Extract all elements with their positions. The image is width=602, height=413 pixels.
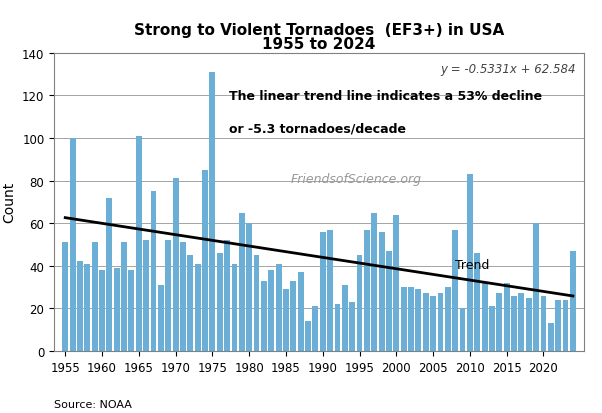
Bar bbox=[356, 256, 362, 351]
Bar bbox=[533, 223, 539, 351]
Bar bbox=[84, 264, 90, 351]
Bar bbox=[467, 175, 473, 351]
Bar bbox=[563, 300, 568, 351]
Text: FriendsofScience.org: FriendsofScience.org bbox=[291, 172, 421, 185]
Bar bbox=[430, 296, 436, 351]
Bar bbox=[99, 271, 105, 351]
Bar bbox=[570, 251, 576, 351]
Bar bbox=[438, 294, 444, 351]
Bar bbox=[482, 283, 488, 351]
Bar bbox=[92, 243, 98, 351]
Bar bbox=[239, 213, 245, 351]
Bar bbox=[143, 241, 149, 351]
Bar bbox=[62, 243, 68, 351]
Bar bbox=[166, 241, 171, 351]
Bar bbox=[415, 290, 421, 351]
Bar bbox=[217, 253, 223, 351]
Bar bbox=[232, 264, 237, 351]
Bar bbox=[136, 137, 141, 351]
Text: Strong to Violent Tornadoes  (EF3+) in USA: Strong to Violent Tornadoes (EF3+) in US… bbox=[134, 23, 504, 38]
Bar bbox=[268, 271, 274, 351]
Bar bbox=[246, 223, 252, 351]
Bar bbox=[305, 321, 311, 351]
Bar bbox=[194, 264, 200, 351]
Bar bbox=[128, 271, 134, 351]
Bar bbox=[150, 192, 157, 351]
Bar bbox=[452, 230, 458, 351]
Bar bbox=[312, 306, 318, 351]
Bar bbox=[70, 139, 75, 351]
Bar bbox=[77, 262, 83, 351]
Bar bbox=[209, 73, 216, 351]
Bar bbox=[364, 230, 370, 351]
Bar bbox=[158, 285, 164, 351]
Text: y = -0.5331x + 62.584: y = -0.5331x + 62.584 bbox=[441, 63, 576, 76]
Bar bbox=[298, 273, 303, 351]
Text: 1955 to 2024: 1955 to 2024 bbox=[262, 37, 376, 52]
Bar bbox=[555, 300, 561, 351]
Bar bbox=[408, 287, 414, 351]
Bar bbox=[445, 287, 451, 351]
Bar bbox=[121, 243, 127, 351]
Bar bbox=[489, 306, 495, 351]
Bar bbox=[335, 304, 340, 351]
Text: Trend: Trend bbox=[455, 259, 489, 272]
Bar bbox=[371, 213, 377, 351]
Bar bbox=[224, 241, 230, 351]
Bar bbox=[511, 296, 517, 351]
Bar bbox=[504, 283, 510, 351]
Bar bbox=[526, 298, 532, 351]
Text: or -5.3 tornadoes/decade: or -5.3 tornadoes/decade bbox=[229, 122, 406, 135]
Bar bbox=[173, 179, 179, 351]
Bar bbox=[320, 232, 326, 351]
Y-axis label: Count: Count bbox=[2, 182, 16, 223]
Bar bbox=[276, 264, 282, 351]
Bar bbox=[187, 256, 193, 351]
Bar bbox=[202, 171, 208, 351]
Bar bbox=[342, 285, 348, 351]
Bar bbox=[548, 323, 554, 351]
Bar bbox=[283, 290, 289, 351]
Bar bbox=[327, 230, 333, 351]
Bar bbox=[401, 287, 406, 351]
Bar bbox=[379, 232, 385, 351]
Bar bbox=[393, 215, 399, 351]
Text: The linear trend line indicates a 53% decline: The linear trend line indicates a 53% de… bbox=[229, 89, 542, 102]
Bar bbox=[253, 256, 259, 351]
Bar bbox=[474, 253, 480, 351]
Bar bbox=[349, 302, 355, 351]
Bar bbox=[180, 243, 186, 351]
Bar bbox=[290, 281, 296, 351]
Bar bbox=[497, 294, 502, 351]
Bar bbox=[386, 251, 392, 351]
Bar bbox=[541, 296, 547, 351]
Text: Source: NOAA: Source: NOAA bbox=[54, 399, 132, 409]
Bar bbox=[261, 281, 267, 351]
Bar bbox=[423, 294, 429, 351]
Bar bbox=[107, 198, 113, 351]
Bar bbox=[518, 294, 524, 351]
Bar bbox=[459, 309, 465, 351]
Bar bbox=[114, 268, 120, 351]
